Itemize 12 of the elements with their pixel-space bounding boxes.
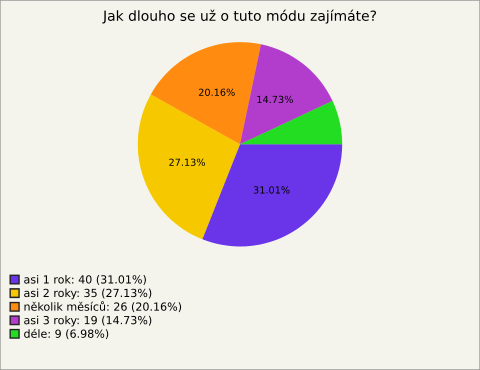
legend-label: asi 3 roky: 19 (14.73%)	[24, 316, 152, 326]
legend-label: déle: 9 (6.98%)	[24, 328, 108, 340]
chart-title: Jak dlouho se už o tuto módu zajímáte?	[102, 10, 376, 24]
pie-slice	[138, 94, 240, 240]
legend-label: asi 1 rok: 40 (31.01%)	[24, 275, 146, 285]
legend-label: několik měsíců: 26 (20.16%)	[24, 301, 182, 312]
data-label: 20.16%	[198, 88, 235, 96]
data-label: 31.01%	[254, 186, 290, 194]
data-label: 14.73%	[257, 96, 293, 104]
pie-slice	[240, 44, 333, 144]
data-label: 27.13%	[169, 158, 206, 166]
legend-label: asi 2 roky: 35 (27.13%)	[24, 288, 152, 300]
